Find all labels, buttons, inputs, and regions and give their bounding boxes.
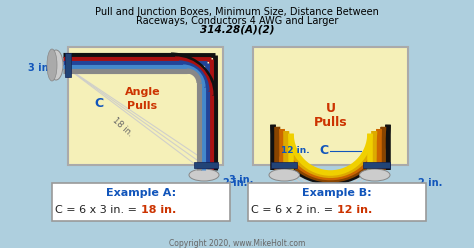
Bar (253, 47, 408, 165)
Text: 2 in.: 2 in. (223, 178, 247, 188)
Text: Copyright 2020, www.MikeHolt.com: Copyright 2020, www.MikeHolt.com (169, 240, 305, 248)
FancyBboxPatch shape (248, 183, 426, 221)
Text: C = 6 x 3 in. =: C = 6 x 3 in. = (55, 205, 141, 215)
Bar (194, 162, 218, 168)
Text: 12 in.: 12 in. (281, 146, 309, 155)
FancyBboxPatch shape (52, 183, 230, 221)
Text: 314.28(A)(2): 314.28(A)(2) (200, 25, 274, 35)
Bar (68, 47, 223, 165)
Text: 12 in.: 12 in. (337, 205, 372, 215)
Text: 2 in.: 2 in. (418, 178, 442, 188)
Text: Pulls: Pulls (128, 101, 157, 111)
Text: Example A:: Example A: (106, 188, 176, 198)
Text: Angle: Angle (125, 87, 160, 97)
Text: Pulls: Pulls (314, 116, 347, 129)
Text: Pull and Junction Boxes, Minimum Size, Distance Between: Pull and Junction Boxes, Minimum Size, D… (95, 7, 379, 17)
Ellipse shape (269, 169, 300, 181)
Text: 18 in.: 18 in. (110, 116, 134, 138)
Bar (271, 162, 298, 168)
Ellipse shape (47, 49, 57, 81)
Text: 18 in.: 18 in. (141, 205, 176, 215)
Text: Example B:: Example B: (302, 188, 372, 198)
Text: 3 in.: 3 in. (28, 63, 52, 73)
Text: 3 in.: 3 in. (229, 175, 253, 185)
Text: C: C (94, 97, 103, 110)
Ellipse shape (49, 50, 63, 80)
Bar (65, 53, 71, 77)
Bar (364, 162, 390, 168)
Text: C = 6 x 2 in. =: C = 6 x 2 in. = (251, 205, 337, 215)
Ellipse shape (359, 169, 390, 181)
Text: C: C (320, 144, 329, 157)
Text: U: U (326, 102, 336, 115)
Text: Raceways, Conductors 4 AWG and Larger: Raceways, Conductors 4 AWG and Larger (136, 16, 338, 26)
Ellipse shape (189, 169, 219, 181)
